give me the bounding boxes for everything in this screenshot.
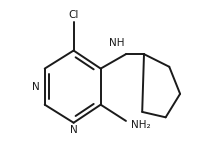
Text: NH₂: NH₂: [131, 120, 151, 130]
Text: N: N: [32, 82, 39, 92]
Text: NH: NH: [109, 38, 124, 48]
Text: N: N: [70, 124, 77, 135]
Text: Cl: Cl: [68, 10, 79, 20]
